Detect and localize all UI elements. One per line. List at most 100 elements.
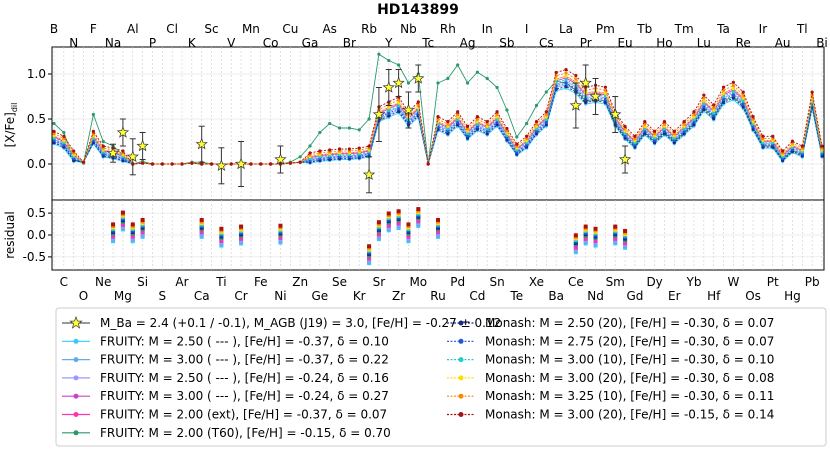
model-point [298, 155, 302, 159]
model-point [347, 126, 351, 130]
top-element-label: Tm [674, 22, 694, 36]
model-point [505, 129, 509, 133]
model-point [810, 90, 814, 94]
model-point [662, 129, 667, 133]
observation-star [579, 76, 592, 89]
model-point [456, 117, 460, 122]
bottom-element-label: Ce [568, 275, 584, 289]
model-point [682, 127, 686, 131]
legend-label: Monash: M = 3.25 (10), [Fe/H] = -0.30, δ… [485, 389, 774, 403]
bottom-element-label: Mo [409, 275, 427, 289]
top-element-label: Mn [242, 22, 260, 36]
observation-star [372, 108, 386, 120]
upper-y-label: [X/Fe]dil [3, 103, 19, 148]
model-point [525, 121, 529, 126]
top-element-label: N [69, 36, 78, 50]
model-point [52, 141, 56, 145]
model-point [298, 160, 302, 164]
model-point [623, 134, 627, 138]
model-point [259, 162, 263, 166]
model-point [308, 151, 312, 155]
model-point [702, 108, 706, 112]
residual-marker [416, 207, 421, 212]
model-point [367, 117, 371, 121]
residual-marker [278, 223, 283, 228]
model-point [485, 127, 489, 131]
model-point [712, 116, 716, 121]
model-point [475, 70, 479, 74]
bottom-element-label: Hf [707, 289, 721, 303]
model-point [633, 134, 637, 138]
model-point [446, 129, 450, 133]
observation-star [274, 153, 287, 165]
model-point [702, 93, 706, 97]
observation-star [362, 168, 376, 180]
observation-star [116, 126, 130, 138]
model-point [702, 99, 706, 103]
upper-model-series [52, 52, 824, 166]
legend-label: FRUITY: M = 3.00 ( --- ), [Fe/H] = -0.37… [100, 353, 389, 367]
residual-marker [436, 218, 440, 223]
model-point [91, 129, 95, 133]
residual-marker [573, 233, 578, 238]
legend-label: Monash: M = 2.50 (20), [Fe/H] = -0.30, δ… [485, 316, 774, 330]
top-element-label: Sc [204, 22, 218, 36]
model-point [475, 122, 479, 126]
observation-points [106, 64, 632, 194]
model-point [653, 134, 657, 138]
observation-star [569, 99, 583, 111]
model-point [662, 122, 667, 126]
model-point [603, 88, 607, 92]
legend-label: Monash: M = 3.00 (20), [Fe/H] = -0.30, δ… [485, 371, 774, 385]
residual-marker [613, 224, 618, 229]
model-point [436, 81, 440, 85]
residual-marker [593, 226, 598, 231]
top-element-label: K [188, 36, 197, 50]
model-point [475, 125, 479, 129]
residual-marker [111, 222, 116, 227]
legend-label: Monash: M = 2.75 (20), [Fe/H] = -0.30, δ… [485, 334, 774, 348]
model-point [574, 73, 578, 78]
top-element-label: Bi [816, 36, 828, 50]
model-point [712, 114, 716, 118]
top-element-label: I [525, 22, 529, 36]
model-point [682, 122, 686, 126]
model-point [318, 149, 322, 153]
residual-marker [199, 218, 204, 223]
observation-star [136, 139, 149, 152]
model-point [761, 134, 765, 138]
legend-label: Monash: M = 3.00 (10), [Fe/H] = -0.30, δ… [485, 353, 774, 367]
model-point [456, 63, 460, 67]
model-point [692, 120, 696, 124]
bottom-element-label: Pb [805, 275, 820, 289]
model-point [692, 123, 696, 127]
top-element-label: As [322, 22, 336, 36]
model-point [485, 132, 489, 136]
bottom-element-label: Ti [215, 275, 226, 289]
model-point [702, 105, 706, 109]
model-point [554, 74, 558, 78]
model-point [692, 112, 696, 116]
model-point [712, 103, 716, 107]
residual-marker [623, 228, 628, 233]
bottom-element-label: Fe [254, 275, 268, 289]
bottom-element-label: Ni [274, 289, 286, 303]
bottom-element-label: Dy [646, 275, 662, 289]
legend-label: FRUITY: M = 2.00 (T60), [Fe/H] = -0.15, … [100, 426, 391, 440]
residual-marker [396, 209, 401, 214]
chart-title: HD143899 [377, 2, 459, 18]
model-point [741, 90, 745, 94]
y-tick-label: 0.0 [27, 228, 46, 242]
top-element-label: Rh [440, 22, 456, 36]
observation-star [234, 157, 248, 170]
model-point [446, 122, 450, 126]
model-point [475, 117, 479, 121]
legend: M_Ba = 2.4 (+0.1 / -0.1), M_AGB (J19) = … [55, 307, 827, 447]
legend-marker [458, 393, 464, 399]
lower-y-ticks: -0.5 0.0 0.5 [23, 206, 52, 264]
model-point [456, 115, 460, 119]
model-point [741, 102, 745, 106]
bottom-element-label: S [158, 289, 166, 303]
model-point [465, 129, 470, 133]
model-point [662, 127, 667, 131]
